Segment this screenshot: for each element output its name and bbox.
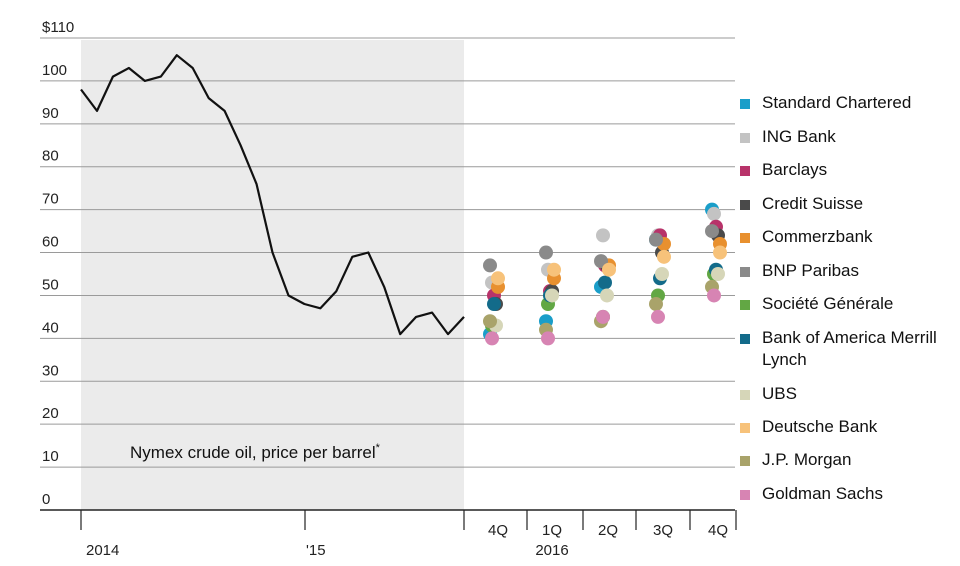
forecast-point: [545, 288, 559, 303]
x-tick-label: 2Q: [598, 522, 618, 539]
y-tick-label: 50: [42, 276, 59, 293]
legend-label: Deutsche Bank: [762, 417, 878, 436]
y-tick-label: 20: [42, 405, 59, 422]
forecast-point: [713, 245, 727, 260]
forecast-point: [491, 271, 505, 286]
x-axis-ticks: 2014 '15 4Q 1Q 2016 2Q 3Q 4Q: [80, 510, 737, 559]
forecast-point: [657, 249, 671, 264]
y-tick-label: 60: [42, 234, 59, 251]
legend-swatch: [740, 166, 750, 176]
y-tick-label: 0: [42, 491, 50, 508]
forecast-point: [649, 232, 663, 247]
legend-item: Barclays: [740, 159, 940, 181]
y-tick-label: 30: [42, 362, 59, 379]
legend-item: Goldman Sachs: [740, 483, 940, 505]
y-tick-label: 10: [42, 448, 59, 465]
legend-label: Goldman Sachs: [762, 484, 883, 503]
legend-swatch: [740, 200, 750, 210]
forecast-point: [487, 297, 501, 312]
forecast-point: [651, 309, 665, 324]
legend-item: BNP Paribas: [740, 260, 940, 282]
legend-swatch: [740, 423, 750, 433]
x-tick-label: 4Q: [708, 522, 728, 539]
forecast-point: [483, 314, 497, 329]
x-tick-label: 2014: [86, 542, 119, 559]
forecast-point: [711, 267, 725, 281]
gridlines: [40, 37, 735, 468]
y-tick-label: $110: [42, 19, 74, 36]
y-tick-label: 90: [42, 105, 59, 122]
x-tick-label: 2016: [535, 542, 568, 559]
legend-item: Bank of America Merrill Lynch: [740, 327, 940, 371]
legend-item: UBS: [740, 383, 940, 405]
legend-item: ING Bank: [740, 126, 940, 148]
y-tick-label: 70: [42, 191, 59, 208]
legend-label: ING Bank: [762, 127, 836, 146]
forecast-point: [541, 331, 555, 346]
forecast-point: [707, 206, 721, 221]
legend-label: Société Générale: [762, 294, 894, 313]
forecast-point: [602, 262, 616, 277]
forecast-point: [655, 267, 669, 281]
forecast-point: [596, 228, 610, 243]
forecast-point: [485, 331, 499, 346]
legend-label: UBS: [762, 384, 797, 403]
legend-swatch: [740, 133, 750, 143]
y-tick-label: 40: [42, 319, 59, 336]
legend-item: Credit Suisse: [740, 193, 940, 215]
annotation-footnote-mark: *: [376, 442, 381, 454]
forecast-point: [598, 275, 612, 290]
annotation-text: Nymex crude oil, price per barrel: [130, 443, 376, 462]
legend-label: Standard Chartered: [762, 93, 912, 112]
x-tick-label: 1Q: [542, 522, 562, 539]
legend-swatch: [740, 99, 750, 109]
forecast-points: [483, 202, 727, 346]
legend-item: Deutsche Bank: [740, 416, 940, 438]
legend-label: Barclays: [762, 160, 828, 179]
forecast-point: [600, 288, 614, 303]
y-tick-label: 100: [42, 62, 67, 79]
y-tick-label: 80: [42, 148, 59, 165]
legend-label: J.P. Morgan: [762, 450, 852, 469]
legend-swatch: [740, 300, 750, 310]
forecast-point: [705, 224, 719, 239]
legend-label: Bank of America Merrill Lynch: [762, 328, 937, 369]
oil-price-line: [80, 54, 465, 336]
history-shade: [81, 40, 464, 510]
legend-item: Standard Chartered: [740, 92, 940, 114]
legend-label: Commerzbank: [762, 227, 873, 246]
legend-swatch: [740, 390, 750, 400]
forecast-point: [596, 309, 610, 324]
forecast-point: [539, 245, 553, 260]
legend-label: BNP Paribas: [762, 261, 860, 280]
forecast-point: [483, 258, 497, 273]
forecast-point: [707, 288, 721, 303]
x-tick-label: 4Q: [488, 522, 508, 539]
legend-swatch: [740, 334, 750, 344]
forecast-point: [649, 297, 663, 312]
legend-label: Credit Suisse: [762, 194, 864, 213]
chart-annotation: Nymex crude oil, price per barrel*: [130, 442, 381, 462]
legend-swatch: [740, 267, 750, 277]
legend-item: Commerzbank: [740, 226, 940, 248]
legend-swatch: [740, 456, 750, 466]
x-tick-label: '15: [306, 542, 326, 559]
legend-item: Société Générale: [740, 293, 940, 315]
legend-item: J.P. Morgan: [740, 449, 940, 471]
forecast-point: [547, 262, 561, 277]
x-tick-label: 3Q: [653, 522, 673, 539]
legend-swatch: [740, 233, 750, 243]
legend-swatch: [740, 490, 750, 500]
